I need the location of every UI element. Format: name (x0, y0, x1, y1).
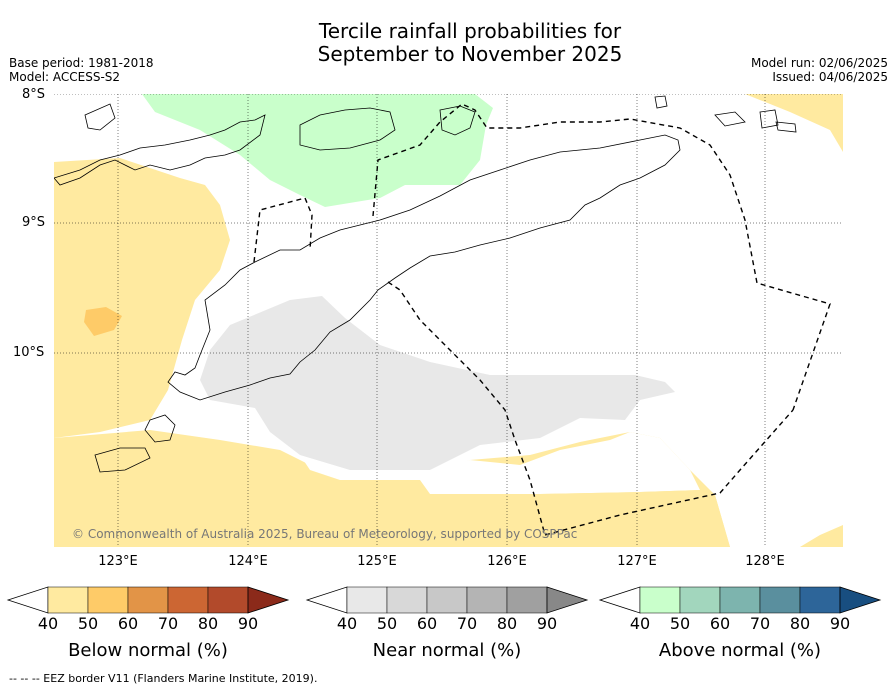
above-normal-title: Above normal (%) (658, 640, 822, 661)
timor-coast (167, 134, 681, 401)
eez-border-southeast (544, 409, 794, 536)
savu-coast (94, 447, 151, 473)
lon-label-127e: 127°E (617, 554, 657, 569)
near-tick-40: 40 (336, 614, 358, 633)
below-tick-80: 80 (197, 614, 219, 633)
above-tick-70: 70 (749, 614, 771, 633)
lon-label-126e: 126°E (487, 554, 527, 569)
below-tick-60: 60 (117, 614, 139, 633)
title-line-1: Tercile rainfall probabilities for (318, 19, 622, 43)
lat-label-9s: 9°S (22, 215, 46, 230)
eez-border-west (253, 197, 313, 263)
above-tick-80: 80 (789, 614, 811, 633)
colorbar-below (6, 586, 290, 614)
near-tick-70: 70 (456, 614, 478, 633)
eastern-island-2 (714, 111, 746, 127)
white-gap-south (300, 432, 700, 494)
lon-label-123e: 123°E (98, 554, 138, 569)
below-tick-70: 70 (157, 614, 179, 633)
map-title: Tercile rainfall probabilities for Septe… (0, 20, 896, 66)
colorbar-near (305, 586, 589, 614)
below-normal-region-west-50 (84, 307, 122, 336)
gridlines (54, 94, 843, 547)
below-normal-region-south-fill (54, 490, 730, 547)
lon-label-125e: 125°E (357, 554, 397, 569)
lat-label-8s: 8°S (22, 87, 46, 102)
near-normal-region (200, 296, 675, 470)
below-tick-90: 90 (237, 614, 259, 633)
above-tick-50: 50 (669, 614, 691, 633)
lon-label-124e: 124°E (228, 554, 268, 569)
near-tick-50: 50 (376, 614, 398, 633)
above-tick-90: 90 (829, 614, 851, 633)
eastern-island-1 (654, 95, 668, 109)
below-tick-40: 40 (37, 614, 59, 633)
copyright-note: © Commonwealth of Australia 2025, Bureau… (72, 527, 578, 541)
title-line-2: September to November 2025 (317, 42, 623, 66)
near-tick-60: 60 (416, 614, 438, 633)
map-layers (54, 94, 843, 547)
below-normal-region-west (54, 158, 230, 438)
below-tick-50: 50 (77, 614, 99, 633)
above-normal-region (142, 94, 493, 207)
near-normal-title: Near normal (%) (372, 640, 522, 661)
eastern-island-4 (775, 121, 797, 133)
eez-border-north (372, 103, 831, 411)
eastern-island-3 (759, 109, 779, 129)
model-run: Model run: 02/06/2025 (750, 56, 888, 70)
small-islands-north (84, 103, 116, 131)
base-info: Base period: 1981-2018 Model: ACCESS-S2 (9, 56, 154, 84)
colorbar-below-high-arrow (247, 586, 290, 614)
alor-island (299, 107, 396, 151)
near-tick-80: 80 (496, 614, 518, 633)
below-normal-title: Below normal (%) (68, 640, 228, 661)
flores-coast (54, 114, 266, 186)
colorbar-above (598, 586, 882, 614)
roti-island (144, 414, 176, 443)
lon-label-128e: 128°E (745, 554, 785, 569)
model-name: Model: ACCESS-S2 (9, 70, 121, 84)
run-info: Model run: 02/06/2025 Issued: 04/06/2025 (751, 56, 888, 84)
above-tick-40: 40 (629, 614, 651, 633)
eez-borders (253, 103, 831, 536)
issued-date: Issued: 04/06/2025 (772, 70, 888, 84)
below-normal-region-southeast (800, 525, 843, 547)
eez-border-southwest (387, 281, 546, 536)
near-tick-90: 90 (536, 614, 558, 633)
above-tick-60: 60 (709, 614, 731, 633)
below-normal-region-northeast (745, 94, 843, 152)
eez-footnote: -- -- -- EEZ border V11 (Flanders Marine… (9, 672, 318, 685)
base-period: Base period: 1981-2018 (9, 56, 154, 70)
colorbar-below-low-arrow (6, 586, 49, 614)
lat-label-10s: 10°S (13, 345, 45, 360)
